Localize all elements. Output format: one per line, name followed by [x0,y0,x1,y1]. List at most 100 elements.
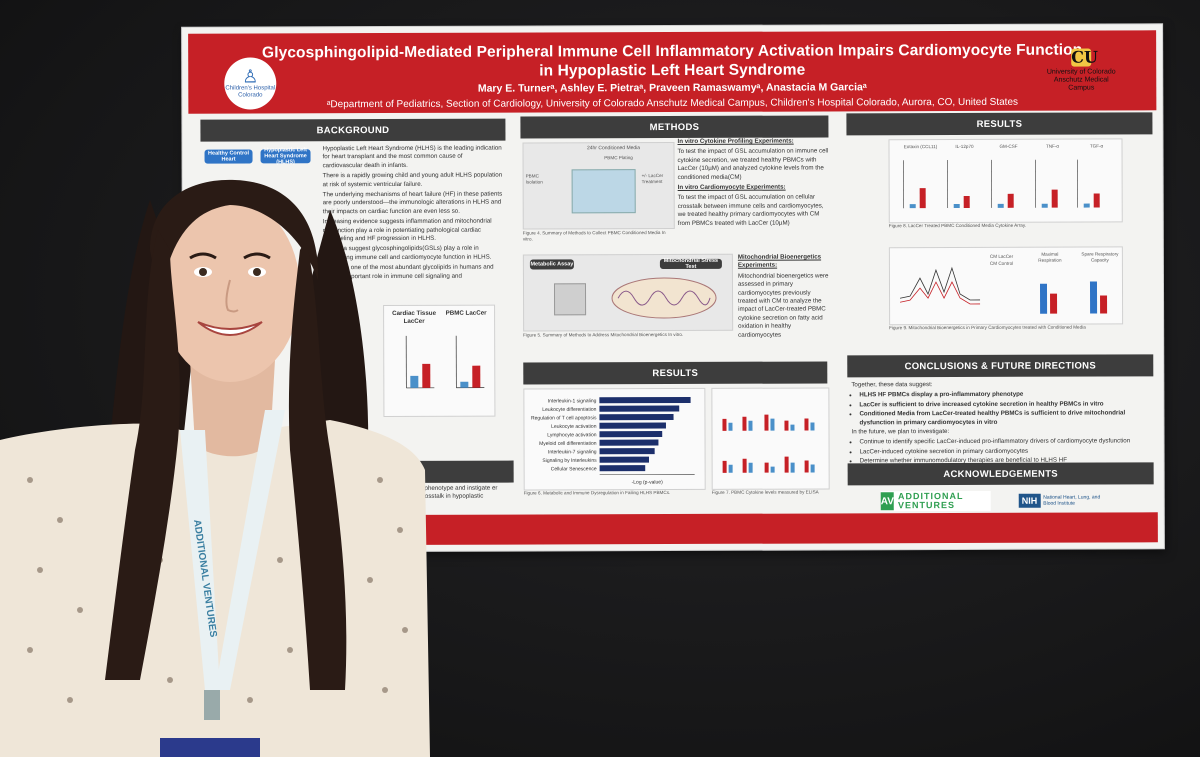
pathway-bar [599,405,680,412]
spare-capacity-title: Spare Respiratory Capacity [1081,251,1119,263]
university-logo-text: University of Colorado Anschutz Medical … [1046,68,1116,92]
pathway-bar [599,422,666,429]
av-logo-mark: AV [880,492,895,511]
pathway-bar [599,413,674,421]
pathway-bar [599,456,650,463]
mito-heading: Mitochondrial Bioenergetics Experiments: [737,253,822,270]
methods-text-2: Mitochondrial Bioenergetics Experiments:… [738,253,830,341]
elisa-mini-charts [722,414,815,473]
cytokine-label: TGF-α [1089,143,1104,149]
results-fig-caption-7: Figure 7. PBMC Cytokine levels measured … [711,489,819,495]
pathway-label: Interleukin-1 signaling [548,398,597,404]
cytokine-bars [903,159,1100,209]
pathway-chart-svg: Interleukin-1 signaling Leukocyte differe… [531,396,695,486]
future-point: LacCer-induced cytokine secretion in pri… [860,447,1152,456]
future-intro: In the future, we plan to investigate: [851,428,950,436]
mito-stress-label: Mitochondrial Stress Test [659,258,722,270]
bioenergetics-results-figure: CM LacCer CM Control Maximal Respiration… [888,246,1124,326]
background-text: Hypoplastic Left Heart Syndrome (HLHS) i… [322,145,502,284]
additional-ventures-logo: AV ADDITIONAL VENTURES [880,490,991,512]
pathway-label: Regulation of T cell apoptosis [531,415,597,421]
university-logo: CU University of Colorado Anschutz Medic… [1046,48,1116,92]
cytokine-label: TNF-α [1045,143,1060,149]
bg-bullet: Increasing evidence suggests inflammatio… [322,217,492,243]
results-mid-header: RESULTS [523,361,828,385]
pathway-bar [599,448,655,455]
lactosylceramide-figure: Cardiac Tissue LacCer PBMC LacCer [383,304,496,418]
scientific-poster: ♙ Children's Hospital Colorado Glycosphin… [182,24,1164,552]
pathway-label: Signaling by Interleukins [542,458,597,464]
pathway-label: Myeloid cell differentiation [539,441,597,447]
bg-bullet: Our data suggest glycosphingolipids(GSLs… [322,245,492,262]
av-logo-text: ADDITIONAL VENTURES [897,490,964,511]
cytokine-array-figure: Eotaxin (CCL11) IL-12p70 GM-CSF TNF-α TGF-α [888,138,1123,224]
pathway-bar [599,396,691,404]
nih-logo: NIH National Heart, Lung, and Blood Inst… [1018,490,1114,510]
title-line-2: in Hypoplastic Left Heart Syndrome [539,61,806,80]
lactosylceramide-bar-plots [405,335,485,389]
seahorse-instrument-icon [553,283,587,316]
results-fig-caption-9: Figure 9. Mitochondrial Bioenergetics in… [889,324,1086,331]
cardiomyocyte-text: To test the impact of GSL accumulation o… [677,193,824,227]
cytokine-label: IL-12p70 [955,143,974,150]
pathway-bar [599,465,646,472]
healthy-heart-pill: Healthy Control Heart [204,149,253,164]
legend-laccer: CM LacCer [989,253,1014,259]
poster-affiliation: ᵃDepartment of Pediatrics, Section of Ca… [326,96,1019,111]
poster-bottom-band [419,512,1158,545]
methods-fig-caption-2: Figure 5. Summary of Methods to Address … [523,331,684,338]
ocr-trace-and-bars [899,266,1108,314]
hlhs-heart-pill: Hypoplastic Left Heart Syndrome (HLHS) [260,147,311,165]
future-point: Continue to identify specific LacCer-ind… [860,438,1152,447]
well-plate-icon [571,169,636,214]
results-fig-caption-6: Figure 6. Metabolic and Immune Dysregula… [523,490,671,496]
pathway-bar-chart: Interleukin-1 signaling Leukocyte differe… [523,387,706,491]
results-fig-caption-8: Figure 8. LacCer Treated PBMC Conditione… [888,222,1027,229]
nih-logo-mark: NIH [1018,493,1041,508]
max-respiration-title: Maximal Respiration [1038,251,1062,263]
mitochondria-diagram [611,277,717,319]
bg-bullet: There is a rapidly growing child and you… [322,171,503,188]
methods-fig1-title: 24hr Conditioned Media [586,145,641,152]
bg-bullet: GSLs are one of the most abundant glycol… [322,263,494,280]
methods-header: METHODS [520,115,829,139]
conclusion-intro: Together, these data suggest: [851,381,933,389]
poster-title: Glycosphingolipid-Mediated Peripheral Im… [188,40,1156,81]
conclusion-point: HLHS HF PBMCs display a pro-inflammatory… [859,391,1151,400]
pbmc-methods-figure: 24hr Conditioned Media PBMC Plating PBMC… [522,141,675,230]
pathway-label: Leukocyte differentiation [542,407,596,413]
cardiomyocyte-heading: In vitro Cardiomyocyte Experiments: [677,183,786,192]
background-lower-header [419,460,514,483]
future-point: Determine whether immunomodulatory thera… [860,457,1152,466]
methods-fig1-left: PBMC Isolation [525,173,543,185]
conclusion-point: Conditioned Media from LacCer-treated he… [859,410,1151,428]
results-header: RESULTS [846,112,1153,136]
conclusion-point: LacCer is sufficient to drive increased … [859,400,1151,409]
bioenergetics-methods-figure: Metabolic Assay Mitochondrial Stress Tes… [522,253,734,332]
cytokine-label: Eotaxin (CCL11) [903,144,938,150]
cytokine-heading: In vitro Cytokine Profiling Experiments: [677,137,794,145]
pathway-label: Interleukin-7 signaling [548,449,597,455]
pathway-label: Leukocyte activation [551,424,597,430]
poster-authors: Mary E. Turnerᵃ, Ashley E. Pietraᵃ, Prav… [477,81,867,95]
pathway-bar [599,439,659,446]
background-header: BACKGROUND [200,118,506,142]
cu-logo-mark: CU [1071,47,1098,67]
methods-fig1-right: +/- LacCer Treatment [641,173,664,184]
cytokine-text: To test the impact of GSL accumulation o… [677,147,829,181]
pathway-label: Cellular Senescence [551,466,597,472]
cytokine-label: GM-CSF [999,143,1018,149]
conclusions-text: Together, these data suggest: HLHS HF PB… [851,380,1151,467]
metabolic-assay-label: Metabolic Assay [529,259,574,270]
nih-logo-text: National Heart, Lung, and Blood Institut… [1043,494,1101,507]
elisa-bar-panels [711,387,830,490]
pathway-axis-label: -Log (p-value) [632,480,663,486]
methods-text-1: In vitro Cytokine Profiling Experiments:… [677,137,829,230]
pathway-label: Lymphocyte activation [547,432,597,438]
pathway-bar [599,431,663,438]
bg-bullet: The underlying mechanisms of heart failu… [322,190,503,216]
methods-fig-caption-1: Figure 4. Summary of Methods to Collect … [522,230,666,242]
poster-banner: ♙ Children's Hospital Colorado Glycosphin… [188,30,1157,114]
conclusions-header: CONCLUSIONS & FUTURE DIRECTIONS [847,354,1154,378]
mito-text: Mitochondrial bioenergetics were assesse… [737,272,829,339]
